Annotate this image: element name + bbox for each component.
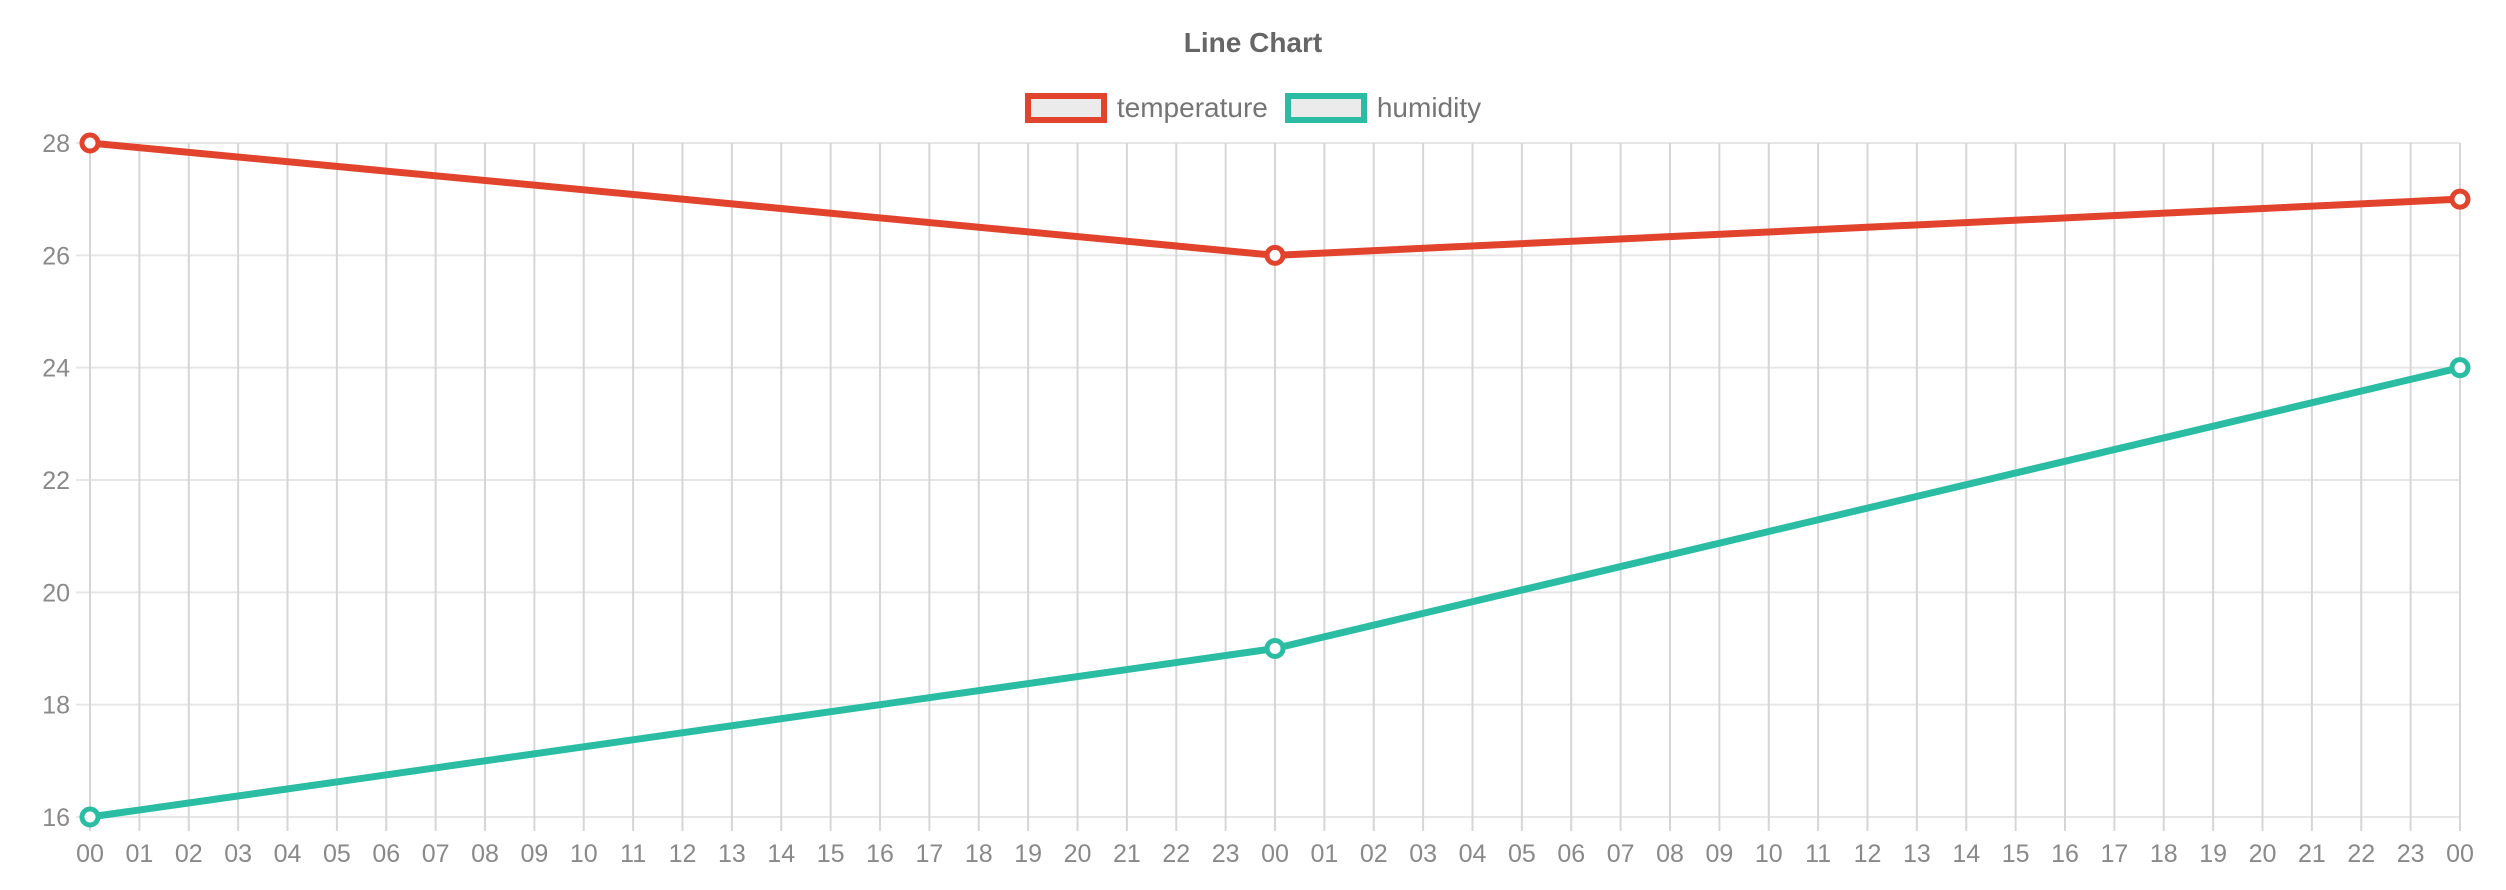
x-axis-tick-label: 12 <box>1854 840 1882 868</box>
x-axis-tick-label: 20 <box>2249 840 2277 868</box>
x-axis-tick-label: 14 <box>1952 840 1980 868</box>
x-axis-tick-label: 19 <box>2199 840 2227 868</box>
x-axis-tick-label: 17 <box>915 840 943 868</box>
data-point-humidity <box>2449 357 2471 379</box>
x-axis-tick-label: 04 <box>1459 840 1487 868</box>
y-axis-tick-label: 24 <box>42 355 70 383</box>
x-axis-tick-label: 18 <box>965 840 993 868</box>
x-axis-tick-label: 01 <box>125 840 153 868</box>
x-axis-tick-label: 03 <box>1409 840 1437 868</box>
x-axis-tick-label: 22 <box>2347 840 2375 868</box>
x-axis-tick-label: 15 <box>817 840 845 868</box>
x-axis-tick-label: 18 <box>2150 840 2178 868</box>
x-axis-tick-label: 16 <box>866 840 894 868</box>
data-point-temperature <box>2449 188 2471 210</box>
x-axis-tick-label: 00 <box>2446 840 2474 868</box>
x-axis-tick-label: 12 <box>669 840 697 868</box>
x-axis-tick-label: 09 <box>1705 840 1733 868</box>
x-axis-tick-label: 13 <box>718 840 746 868</box>
x-axis-tick-label: 21 <box>1113 840 1141 868</box>
x-axis-tick-label: 01 <box>1310 840 1338 868</box>
x-axis-tick-label: 07 <box>1607 840 1635 868</box>
x-axis-tick-label: 05 <box>323 840 351 868</box>
x-axis-tick-label: 04 <box>274 840 302 868</box>
x-axis-tick-label: 03 <box>224 840 252 868</box>
legend-item-humidity[interactable]: humidity <box>1284 92 1482 124</box>
y-axis-tick-label: 20 <box>42 579 70 607</box>
chart-legend: temperature humidity <box>0 92 2506 124</box>
data-point-humidity <box>1264 638 1286 659</box>
x-axis-tick-label: 19 <box>1014 840 1042 868</box>
y-axis-tick-label: 22 <box>42 467 70 495</box>
data-point-humidity <box>79 806 101 828</box>
x-axis-tick-label: 14 <box>767 840 795 868</box>
x-axis-tick-label: 00 <box>1261 840 1289 868</box>
x-axis-tick-label: 10 <box>1755 840 1783 868</box>
legend-label-temperature: temperature <box>1116 92 1268 123</box>
x-axis-tick-label: 22 <box>1162 840 1190 868</box>
data-point-temperature <box>79 132 101 154</box>
x-axis-tick-label: 23 <box>1212 840 1240 868</box>
x-axis-tick-label: 23 <box>2397 840 2425 868</box>
legend-label-humidity: humidity <box>1376 92 1482 123</box>
x-axis-tick-label: 08 <box>471 840 499 868</box>
x-axis-tick-label: 10 <box>570 840 598 868</box>
y-axis-tick-label: 28 <box>42 130 70 158</box>
legend-swatch-humidity-icon <box>1284 93 1367 123</box>
x-axis-tick-label: 17 <box>2100 840 2128 868</box>
x-axis-tick-label: 15 <box>2002 840 2030 868</box>
x-axis-tick-label: 11 <box>620 840 646 868</box>
x-axis-tick-label: 00 <box>76 840 104 868</box>
x-axis-tick-label: 06 <box>372 840 400 868</box>
x-axis-tick-label: 09 <box>520 840 548 868</box>
y-axis-tick-label: 16 <box>42 804 70 832</box>
x-axis-tick-label: 21 <box>2298 840 2326 868</box>
x-axis-tick-label: 16 <box>2051 840 2079 868</box>
legend-item-temperature[interactable]: temperature <box>1024 92 1268 124</box>
x-axis-tick-label: 20 <box>1064 840 1092 868</box>
data-point-temperature <box>1264 244 1286 266</box>
x-axis-tick-label: 08 <box>1656 840 1684 868</box>
x-axis-tick-label: 05 <box>1508 840 1536 868</box>
legend-swatch-temperature-icon <box>1024 93 1107 123</box>
x-axis-tick-label: 02 <box>175 840 203 868</box>
x-axis-tick-label: 06 <box>1557 840 1585 868</box>
y-axis-tick-label: 26 <box>42 242 70 270</box>
x-axis-tick-label: 02 <box>1360 840 1388 868</box>
y-axis-tick-label: 18 <box>42 692 70 720</box>
chart-title: Line Chart <box>1183 27 1323 58</box>
x-axis-tick-label: 13 <box>1903 840 1931 868</box>
x-axis-tick-label: 11 <box>1805 840 1831 868</box>
x-axis-tick-label: 07 <box>422 840 450 868</box>
